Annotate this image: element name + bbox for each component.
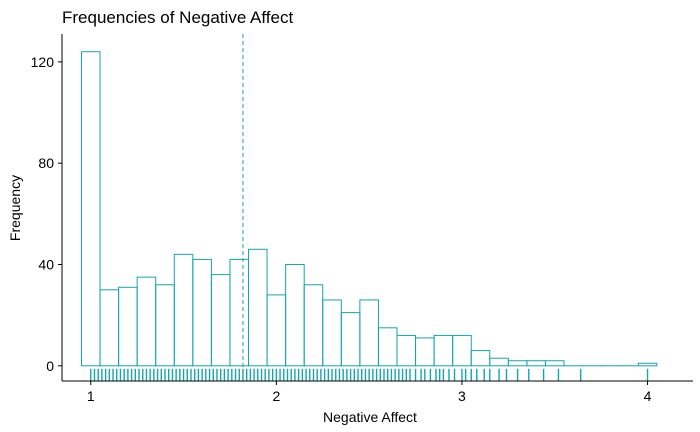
y-ticks-group: 0 40 80 120 bbox=[31, 54, 62, 374]
histogram-bar bbox=[507, 360, 528, 367]
histogram-bar bbox=[248, 248, 268, 367]
histogram-bar bbox=[155, 284, 175, 367]
histogram-bar bbox=[192, 258, 212, 367]
rug-group bbox=[90, 368, 649, 381]
x-ticks-group: 1 2 3 4 bbox=[87, 381, 652, 404]
histogram-bar bbox=[118, 286, 138, 367]
histogram-bar bbox=[415, 337, 435, 367]
histogram-bar bbox=[285, 263, 305, 367]
histogram-bar bbox=[470, 350, 491, 367]
histogram-bar bbox=[526, 360, 546, 367]
bars-group bbox=[80, 51, 658, 367]
histogram-bar bbox=[210, 274, 231, 367]
histogram-bar bbox=[99, 289, 120, 367]
histogram-bar bbox=[136, 276, 157, 367]
histogram-bar bbox=[229, 258, 250, 367]
histogram-bar bbox=[340, 312, 361, 367]
histogram-bar bbox=[266, 294, 287, 367]
histogram-bar bbox=[322, 299, 342, 367]
x-tick-label: 3 bbox=[458, 388, 466, 404]
histogram-bar bbox=[489, 357, 509, 367]
x-tick-label: 1 bbox=[87, 388, 95, 404]
histogram-bar bbox=[433, 334, 454, 367]
y-tick-label: 120 bbox=[31, 54, 55, 70]
histogram-bar bbox=[396, 334, 417, 367]
histogram-bar bbox=[544, 360, 565, 367]
histogram-bar bbox=[452, 334, 472, 367]
y-tick-label: 40 bbox=[38, 256, 54, 272]
y-tick-label: 80 bbox=[38, 155, 54, 171]
axes-group bbox=[61, 34, 693, 382]
histogram-bar bbox=[637, 362, 658, 367]
histogram-bar bbox=[80, 51, 101, 367]
x-axis-label: Negative Affect bbox=[323, 409, 417, 425]
x-tick-label: 2 bbox=[272, 388, 280, 404]
histogram-bar bbox=[303, 284, 324, 367]
y-tick-label: 0 bbox=[46, 358, 54, 374]
y-axis-label: Frequency bbox=[7, 175, 23, 241]
histogram-bar bbox=[173, 253, 194, 367]
chart-title: Frequencies of Negative Affect bbox=[62, 8, 293, 27]
x-tick-label: 4 bbox=[644, 388, 652, 404]
histogram-bar bbox=[359, 299, 379, 367]
histogram-bar bbox=[377, 327, 398, 367]
